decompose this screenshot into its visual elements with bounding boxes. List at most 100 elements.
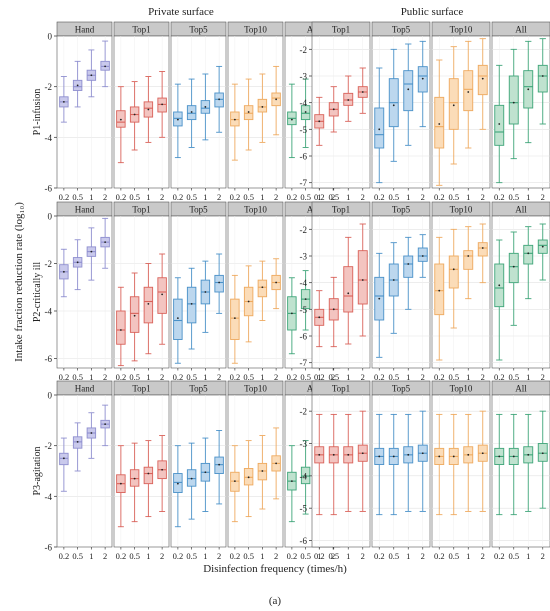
mean-point xyxy=(421,255,424,257)
x-tick-label: 0.2 xyxy=(374,551,385,561)
x-tick-label: 1 xyxy=(526,551,530,561)
x-tick-label: 0.5 xyxy=(328,372,339,382)
y-tick-label: -5 xyxy=(300,125,308,135)
facet-label: Hand xyxy=(75,384,95,394)
y-tick-label: -6 xyxy=(300,536,308,546)
mean-point xyxy=(378,128,381,131)
mean-point xyxy=(421,77,424,80)
y-tick-label: -2 xyxy=(300,45,308,55)
x-tick-label: 0.2 xyxy=(287,372,298,382)
x-tick-label: 2 xyxy=(160,372,164,382)
x-tick-label: 0.5 xyxy=(300,551,311,561)
x-tick-label: 2 xyxy=(421,551,425,561)
mean-point xyxy=(347,99,350,101)
x-tick-label: 0.2 xyxy=(173,372,184,382)
box xyxy=(477,64,488,96)
box xyxy=(494,104,505,146)
column-title-public: Public surface xyxy=(401,6,464,18)
x-tick-label: 2 xyxy=(361,372,365,382)
mean-point xyxy=(190,477,193,480)
box xyxy=(434,96,445,149)
facet-label: Top10 xyxy=(450,384,473,394)
mean-point xyxy=(190,111,193,113)
mean-point xyxy=(161,468,164,471)
mean-point xyxy=(361,452,364,455)
box xyxy=(129,296,140,333)
mean-point xyxy=(467,91,470,93)
mean-point xyxy=(407,88,410,91)
mean-point xyxy=(218,281,221,284)
box xyxy=(508,252,519,284)
y-tick-label: -2 xyxy=(300,225,308,235)
x-tick-label: 0.5 xyxy=(186,192,197,202)
facet-label: Top10 xyxy=(244,205,267,215)
x-tick-label: 2 xyxy=(160,551,164,561)
x-tick-label: 2 xyxy=(331,372,335,382)
y-tick-label: 0 xyxy=(48,391,53,401)
x-tick-label: 0.5 xyxy=(328,551,339,561)
mean-point xyxy=(498,123,501,125)
mean-point xyxy=(176,118,179,121)
mean-point xyxy=(332,308,335,311)
facet-label: Top1 xyxy=(332,384,350,394)
y-tick-label: -4 xyxy=(300,98,308,108)
mean-point xyxy=(247,300,250,303)
mean-point xyxy=(392,104,395,107)
x-tick-label: 1 xyxy=(317,551,321,561)
mean-point xyxy=(218,98,221,101)
mean-point xyxy=(261,286,264,289)
mean-point xyxy=(512,265,515,268)
y-tick-label: -4 xyxy=(300,278,308,288)
x-tick-label: 1 xyxy=(317,192,321,202)
facet-label: All xyxy=(515,384,527,394)
x-tick-label: 0.5 xyxy=(508,192,519,202)
y-tick-label: -2 xyxy=(45,82,53,92)
x-tick-label: 0.2 xyxy=(116,192,127,202)
x-tick-label: 0.5 xyxy=(328,192,339,202)
x-tick-label: 0.5 xyxy=(72,551,83,561)
mean-point xyxy=(104,65,107,68)
y-tick-label: 0 xyxy=(48,32,53,42)
y-tick-label: -6 xyxy=(45,354,53,364)
row-label: P3-agitation xyxy=(32,447,43,496)
mean-point xyxy=(318,316,321,319)
x-tick-label: 0.5 xyxy=(243,192,254,202)
x-tick-label: 0.5 xyxy=(72,192,83,202)
x-tick-label: 2 xyxy=(481,192,485,202)
x-tick-label: 0.5 xyxy=(508,551,519,561)
mean-point xyxy=(275,98,278,101)
x-tick-label: 2 xyxy=(331,551,335,561)
x-tick-label: 0.2 xyxy=(314,192,325,202)
x-tick-label: 1 xyxy=(203,551,207,561)
mean-point xyxy=(318,120,321,123)
mean-point xyxy=(247,111,250,113)
facet-panel xyxy=(56,35,113,189)
mean-point xyxy=(452,104,455,107)
mean-point xyxy=(76,440,79,443)
x-tick-label: 2 xyxy=(541,551,545,561)
y-tick-label: -5 xyxy=(300,305,308,315)
x-axis-title: Disinfection frequency (times/h) xyxy=(203,563,347,575)
x-tick-label: 2 xyxy=(421,372,425,382)
mean-point xyxy=(481,452,484,455)
facet-label: All xyxy=(515,25,527,35)
y-tick-label: -2 xyxy=(45,259,53,269)
x-tick-label: 0.5 xyxy=(129,372,140,382)
mean-point xyxy=(62,457,65,460)
mean-point xyxy=(90,432,93,434)
x-tick-label: 2 xyxy=(103,192,107,202)
x-tick-label: 0.2 xyxy=(374,192,385,202)
x-tick-label: 1 xyxy=(89,192,93,202)
mean-point xyxy=(261,106,264,108)
mean-point xyxy=(119,118,122,121)
x-tick-label: 2 xyxy=(217,192,221,202)
box xyxy=(173,298,183,340)
y-tick-label: -2 xyxy=(45,441,53,451)
facet-label: Top5 xyxy=(189,384,208,394)
column-title-private: Private surface xyxy=(148,6,214,18)
mean-point xyxy=(90,74,93,77)
x-tick-label: 1 xyxy=(526,372,530,382)
row-label: P1-infusion xyxy=(32,89,43,136)
mean-point xyxy=(467,255,470,257)
